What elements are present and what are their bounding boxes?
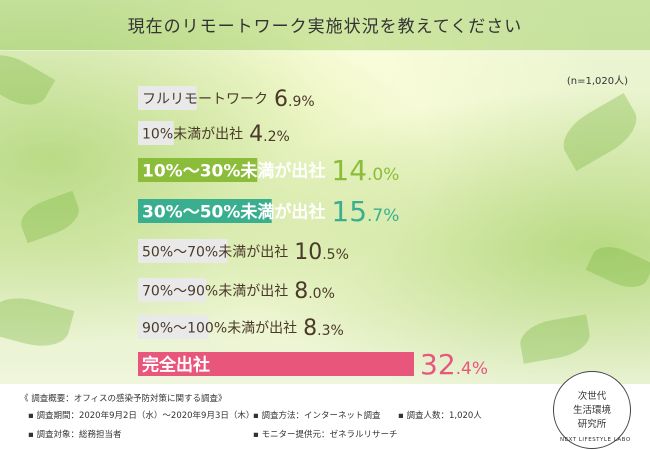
category-label: 50%〜70%未満が出社 [142,244,288,260]
chart-title: 現在のリモートワーク実施状況を教えてください [127,17,523,37]
bar [138,86,197,110]
bar-chart: フルリモートワーク 6.9% 10%未満が出社 4.2% 10%〜30%未満が出社 14.… [138,86,488,381]
survey-provider: ▪ モニター提供元：ゼネラルリサーチ [253,430,398,440]
category-label: 30%〜50%未満が出社 [142,201,325,222]
value-label: 14.0% [331,154,399,187]
value-label: 15.7% [331,195,399,228]
sample-size-note: (n=1,020人) [566,76,628,87]
bar [138,199,272,223]
bar [138,352,414,376]
survey-period: ▪ 調査期間：2020年9月2日（水）〜2020年9月3日（木） [28,411,255,421]
category-label: 70%〜90%未満が出社 [142,283,288,299]
bar [138,278,207,302]
logo-line: 次世代 [577,391,607,402]
survey-count: ▪ 調査人数：1,020人 [398,411,482,421]
survey-method: ▪ 調査方法：インターネット調査 [253,411,381,421]
category-label: 完全出社 [142,354,210,375]
logo: 次世代 生活環境 研究所 [553,371,631,449]
value-label: 32.4% [420,348,488,381]
survey-summary: 《 調査概要：オフィスの感染予防対策に関する調査》 [20,394,227,404]
footer: 《 調査概要：オフィスの感染予防対策に関する調査》 ▪ 調査期間：2020年9月… [0,384,650,450]
bar [138,239,228,263]
value-label: 8.3% [303,316,344,341]
bar [138,315,209,339]
survey-target: ▪ 調査対象：総務担当者 [28,430,122,440]
value-label: 8.0% [294,279,335,304]
bar [138,158,258,182]
logo-line: 生活環境 [572,405,611,416]
bar [138,121,174,145]
value-label: 4.2% [249,122,290,147]
value-label: 6.9% [274,87,315,112]
category-label: フルリモートワーク [142,91,268,107]
logo-line: 研究所 [577,419,607,430]
category-label: 90%〜100%未満が出社 [142,320,297,336]
category-label: 10%未満が出社 [142,126,243,142]
logo-english: NEXT LIFESTYLE LABO [560,437,631,443]
value-label: 10.5% [294,240,349,265]
title-bar [0,0,650,51]
category-label: 10%〜30%未満が出社 [142,160,325,181]
